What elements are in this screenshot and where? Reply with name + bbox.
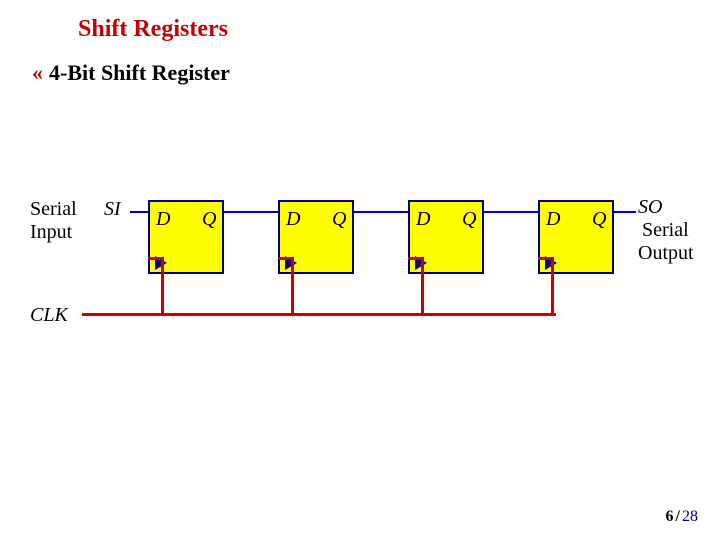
- clk-label: CLK: [30, 304, 68, 327]
- wire-q0-to-d1: [224, 211, 278, 213]
- serial-output-line1: Serial: [642, 219, 694, 242]
- wire-q2-to-d3: [484, 211, 538, 213]
- wire-clk-tap-1-v: [291, 258, 294, 314]
- flipflop-1-q-pin: Q: [332, 208, 346, 231]
- flipflop-0-d-pin: D: [156, 208, 170, 231]
- flipflop-1-d-pin: D: [286, 208, 300, 231]
- flipflop-3-d-pin: D: [546, 208, 560, 231]
- wire-clk-bus: [82, 313, 556, 316]
- page-total: 28: [682, 508, 698, 525]
- serial-input-line2: Input: [30, 221, 77, 244]
- flipflop-2: DQ: [408, 200, 484, 274]
- wire-clk-tap-2-v: [421, 258, 424, 314]
- flipflop-3: DQ: [538, 200, 614, 274]
- page-number: 6/28: [666, 508, 698, 526]
- wire-clk-tap-0-stub: [148, 257, 164, 260]
- page-sep: /: [676, 508, 680, 525]
- subtitle-row: «4-Bit Shift Register: [32, 60, 230, 86]
- flipflop-3-q-pin: Q: [592, 208, 606, 231]
- serial-input-label: SerialInput: [30, 198, 77, 244]
- serial-output-label: SOSerialOutput: [638, 196, 694, 265]
- wire-clk-tap-0-v: [161, 258, 164, 314]
- flipflop-0: DQ: [148, 200, 224, 274]
- serial-input-symbol: SI: [104, 198, 121, 221]
- flipflop-0-q-pin: Q: [202, 208, 216, 231]
- serial-output-line2: Output: [638, 242, 694, 265]
- wire-clk-tap-3-stub: [538, 257, 554, 260]
- slide-title: Shift Registers: [78, 16, 228, 43]
- wire-q1-to-d2: [354, 211, 408, 213]
- slide-subtitle: 4-Bit Shift Register: [49, 60, 230, 86]
- wire-clk-tap-1-stub: [278, 257, 294, 260]
- wire-si-to-d0: [130, 211, 148, 213]
- wire-q3-to-so: [614, 211, 636, 213]
- serial-input-line1: Serial: [30, 198, 77, 221]
- wire-clk-tap-2-stub: [408, 257, 424, 260]
- flipflop-1: DQ: [278, 200, 354, 274]
- star-icon: «: [32, 60, 43, 86]
- flipflop-2-d-pin: D: [416, 208, 430, 231]
- page-current: 6: [666, 508, 674, 525]
- wire-clk-tap-3-v: [551, 258, 554, 314]
- serial-output-symbol: SO: [638, 196, 694, 219]
- flipflop-2-q-pin: Q: [462, 208, 476, 231]
